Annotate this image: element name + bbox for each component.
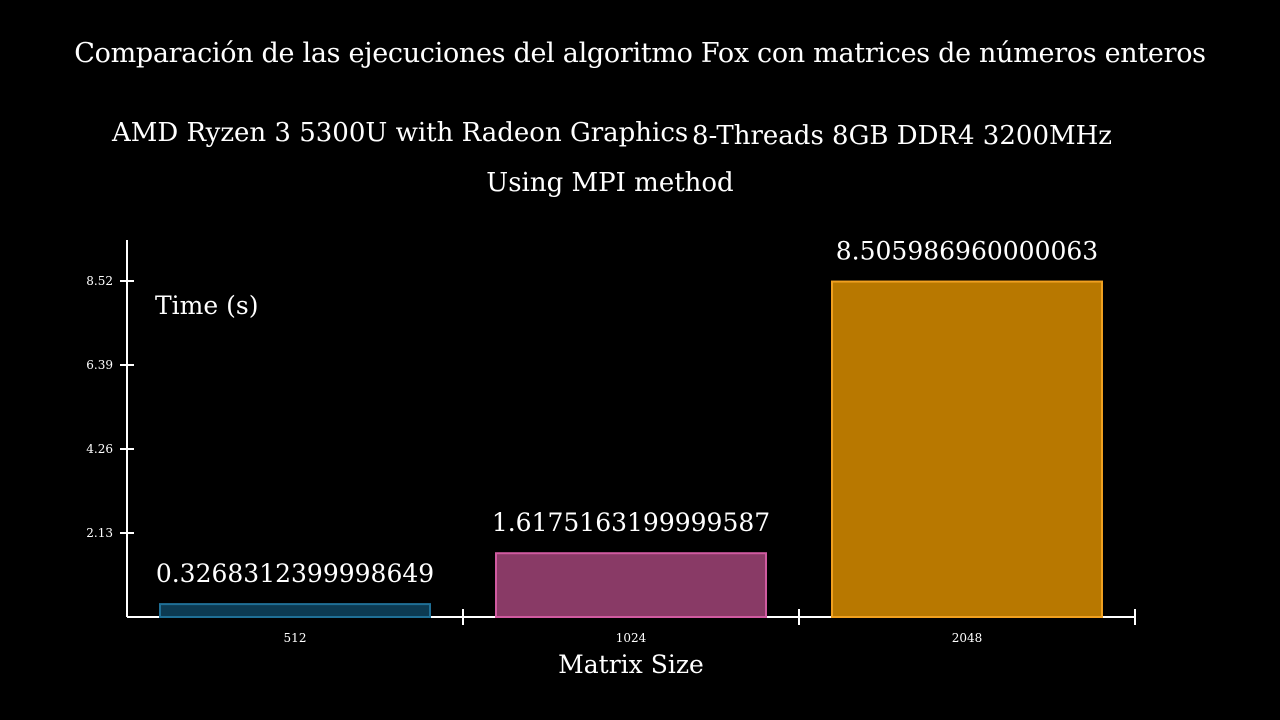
chart-labels: 512 0.3268312399998649 1024 1.6175163199999… [155, 237, 1098, 679]
subtitle-specs: 8-Threads 8GB DDR4 3200MHz [692, 121, 1112, 151]
bar-value-label: 0.3268312399998649 [156, 559, 434, 588]
chart-bars [159, 280, 1103, 619]
bar-512 [159, 603, 431, 619]
bar-2048 [831, 280, 1103, 618]
x-axis-label: Matrix Size [558, 650, 704, 679]
subtitle-cpu: AMD Ryzen 3 5300U with Radeon Graphics [112, 118, 689, 148]
x-tick-label: 512 [284, 631, 307, 645]
y-axis-label: Time (s) [155, 291, 258, 320]
x-tick-label: 1024 [616, 631, 647, 645]
chart-title: Comparación de las ejecuciones del algor… [74, 38, 1206, 69]
subtitle-method: Using MPI method [486, 168, 734, 198]
y-tick-label: 4.26 [86, 442, 113, 456]
y-tick-label: 8.52 [86, 274, 113, 288]
bar-value-label: 8.505986960000063 [836, 237, 1098, 266]
bar-value-label: 1.6175163199999587 [492, 508, 770, 537]
y-tick-label: 2.13 [86, 526, 113, 540]
y-tick-label: 6.39 [86, 358, 113, 372]
x-tick-label: 2048 [952, 631, 983, 645]
bar-1024 [495, 552, 767, 619]
